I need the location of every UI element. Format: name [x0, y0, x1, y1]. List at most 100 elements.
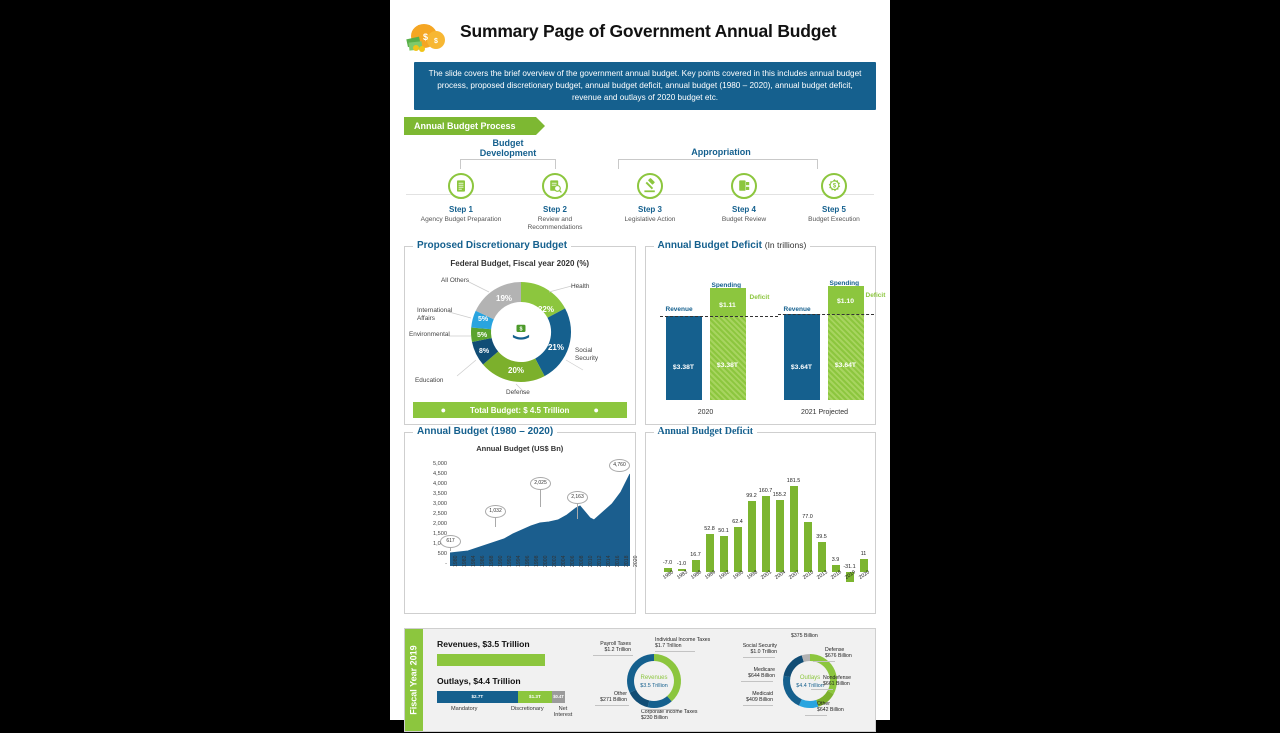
gval-2001: 160.7: [758, 487, 773, 494]
process-step-5[interactable]: $ Step 5 Budget Execution: [789, 172, 879, 225]
fiscal-year-strip: Fiscal Year 2019: [405, 628, 423, 731]
xtick-1994: 1994: [516, 555, 522, 567]
document-search-icon: [542, 172, 568, 199]
outlays-label-net-interest: $375 Billion: [791, 632, 818, 639]
xtick-1982: 1982: [462, 555, 468, 567]
bracket-label-budget-development: document-list-iconBudgetDevelopment: [479, 137, 537, 159]
panel-proposed-discretionary-budget: Proposed Discretionary Budget Federal Bu…: [404, 239, 636, 425]
bar-value-spending-2020: $3.38T: [716, 361, 739, 369]
outlays-stacked-bar: $2.7T $1.3T $0.4T: [437, 690, 565, 703]
slide-header: $ $ Summary Page of Government Annual Bu…: [390, 0, 890, 58]
gval-2016: 3.9: [831, 556, 840, 563]
callout-stem-2000: [540, 486, 541, 507]
outlays-label-defense: Defense $676 Billion: [825, 646, 852, 660]
xtick-2004: 2004: [561, 555, 567, 567]
step-5-title: Step 5: [821, 204, 846, 214]
gval-2010: 77.0: [802, 513, 813, 520]
xlabel-2021-projected: 2021 Projected: [800, 408, 849, 416]
gval-1992: 50.1: [718, 527, 729, 534]
outlays-label-medicaid: Medicaid $409 Billion: [746, 690, 773, 704]
revenues-bar: [437, 653, 545, 666]
step-2-desc: Review and Recommendations: [527, 215, 583, 232]
ytick-5000: 5,000: [433, 460, 447, 467]
ytick-3500: 3,500: [433, 490, 447, 497]
deficit-dashline-2020: [659, 315, 778, 317]
xtick-2020: 2020: [633, 555, 639, 567]
outlay-segment-net-interest: $0.4T: [552, 690, 565, 703]
process-step-3[interactable]: Step 3 Legislative Action: [605, 172, 695, 225]
leader-medicare: [741, 680, 773, 682]
bar-value-revenue-2021: $3.64T: [790, 363, 813, 371]
xtick-1980: 1980: [453, 555, 459, 567]
fiscal-year-label: Fiscal Year 2019: [409, 644, 419, 715]
bar-spending-2020: $1.11 $3.38T: [709, 287, 746, 400]
gavel-icon: [637, 172, 663, 199]
discretionary-donut-chart: $ 22% 21% 20% 8% 5% 5% 19%: [409, 269, 627, 399]
bracket-label-appropriation: Appropriation: [691, 146, 751, 157]
svg-text:5%: 5%: [477, 332, 488, 339]
bracket-budget-development: [460, 158, 556, 169]
deficit-dashline-2021: [777, 313, 874, 315]
step-4-desc: Budget Review: [721, 215, 767, 223]
ytick-2000: 2,000: [433, 520, 447, 527]
process-step-2[interactable]: Step 2 Review and Recommendations: [510, 172, 600, 233]
bar-value-spending-2021: $3.64T: [834, 361, 857, 369]
revenues-label-corporate-income-taxes: Corporate Income Taxes $230 Billion: [641, 708, 698, 722]
outlays-label-other: Other $642 Billion: [817, 700, 844, 714]
annual-budget-process-diagram: document-list-iconBudgetDevelopment Appr…: [406, 137, 874, 244]
section-tag-wrap: Annual Budget Process: [404, 116, 545, 135]
xtick-2016: 2016: [615, 555, 621, 567]
bar-revenue-2020: $3.38T: [665, 315, 702, 400]
donut-label-social-security: Social Security: [575, 346, 599, 362]
svg-text:19%: 19%: [496, 294, 512, 303]
process-step-1[interactable]: Step 1 Agency Budget Preparation: [416, 172, 506, 225]
callout-bubble-1980: 617: [440, 534, 461, 548]
gbar-1992: [719, 535, 728, 572]
revenues-heading: Revenues, $3.5 Trillion: [437, 638, 530, 649]
area-y-axis: 5,000 4,500 4,000 3,500 3,000 2,500 2,00…: [413, 460, 447, 567]
xtick-1986: 1986: [480, 555, 486, 567]
outlay-segment-captions: Mandatory Discretionary Net Interest: [437, 703, 572, 725]
caption-net-interest: Net Interest: [553, 705, 573, 719]
deficit-bar-chart: Revenue $3.38T Spending $1.11 $3.38T Def…: [654, 260, 885, 418]
outlays-heading: Outlays, $4.4 Trillion: [437, 675, 521, 686]
xtick-2002: 2002: [552, 555, 558, 567]
xlabel-2020: 2020: [697, 408, 714, 416]
svg-text:Revenues: Revenues: [640, 675, 667, 681]
gval-2020: 11: [860, 550, 867, 557]
step-1-desc: Agency Budget Preparation: [420, 215, 502, 223]
leader-medicaid: [743, 704, 773, 706]
donut-label-defense: Defense: [506, 388, 530, 396]
gbar-2019: [845, 571, 854, 582]
svg-text:$: $: [832, 184, 836, 190]
donut-label-environmental: Environmental: [409, 330, 450, 338]
xtick-2018: 2018: [624, 555, 630, 567]
gval-1983: -1.0: [676, 560, 687, 567]
donut-label-international-affairs: International Affairs: [417, 306, 453, 322]
gbar-1998: [747, 500, 756, 572]
label-deficit-2020: Deficit: [749, 293, 770, 301]
process-step-4[interactable]: Step 4 Budget Review: [699, 172, 789, 225]
svg-text:$: $: [434, 38, 438, 45]
callout-bubble-1990: 1,032: [485, 504, 506, 518]
callout-stem-1990: [495, 514, 496, 527]
outlay-segment-mandatory: $2.7T: [437, 690, 518, 703]
gbar-1980: [663, 567, 672, 572]
gval-2019: -31.1: [843, 563, 856, 570]
label-deficit-2021: Deficit: [865, 291, 886, 299]
callout-bubble-2010: 2,163: [567, 490, 588, 504]
svg-text:5%: 5%: [478, 316, 489, 323]
gbar-2020: [859, 558, 868, 572]
charts-row-2: Annual Budget (1980 – 2020) Annual Budge…: [404, 425, 876, 614]
donut-chart-caption: Federal Budget, Fiscal year 2020 (%): [450, 258, 590, 268]
caption-discretionary: Discretionary: [511, 705, 544, 712]
step-5-desc: Budget Execution: [808, 215, 860, 223]
xtick-1984: 1984: [471, 555, 477, 567]
callout-bubble-2000: 2,025: [530, 476, 551, 490]
xtick-2012: 2012: [597, 555, 603, 567]
donut-label-all-others: All Others: [441, 276, 470, 284]
outlays-donut-chart: Outlays $4.4 Trillion: [782, 653, 837, 708]
panel-annual-budget-deficit-trillions: Annual Budget Deficit (In trillions) Rev…: [644, 239, 885, 425]
panel-annual-budget-1980-2020: Annual Budget (1980 – 2020) Annual Budge…: [404, 425, 639, 614]
gbar-2001: [761, 495, 770, 572]
